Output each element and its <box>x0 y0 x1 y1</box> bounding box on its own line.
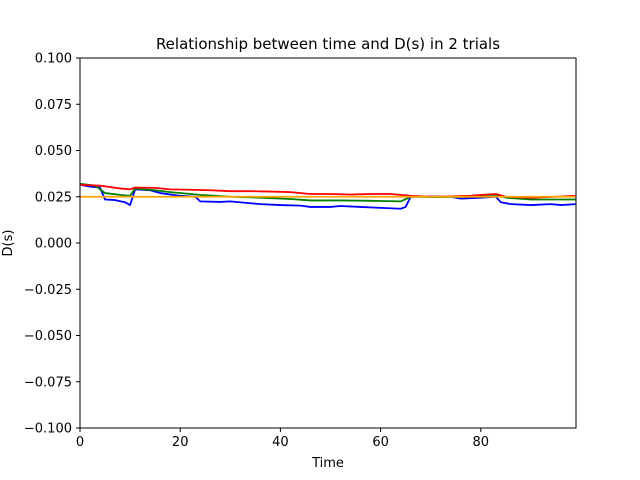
y-axis: −0.100 −0.075 −0.050 −0.025 0.000 0.025 0.050 0… <box>24 52 80 437</box>
x-tick-label: 20 <box>172 435 189 450</box>
y-tick-label: −0.100 <box>24 422 72 437</box>
y-tick-label: −0.050 <box>24 329 72 344</box>
x-tick-label: 40 <box>272 435 289 450</box>
chart-title: Relationship between time and D(s) in 2 … <box>156 35 500 53</box>
y-tick-label: 0.050 <box>35 144 72 159</box>
x-tick-label: 0 <box>76 435 84 450</box>
series-line-3 <box>80 183 576 199</box>
x-tick-label: 60 <box>372 435 389 450</box>
y-axis-label: D(s) <box>1 230 16 257</box>
x-axis-label: Time <box>311 456 344 471</box>
x-axis: 0 20 40 60 80 <box>76 428 489 450</box>
y-tick-label: 0.075 <box>35 98 72 113</box>
series-group <box>80 182 576 210</box>
x-tick-label: 80 <box>473 435 490 450</box>
y-tick-label: −0.025 <box>24 283 72 298</box>
y-tick-label: 0.000 <box>35 237 72 252</box>
y-tick-label: 0.025 <box>35 190 72 205</box>
y-tick-label: −0.075 <box>24 375 72 390</box>
y-tick-label: 0.100 <box>35 52 72 67</box>
